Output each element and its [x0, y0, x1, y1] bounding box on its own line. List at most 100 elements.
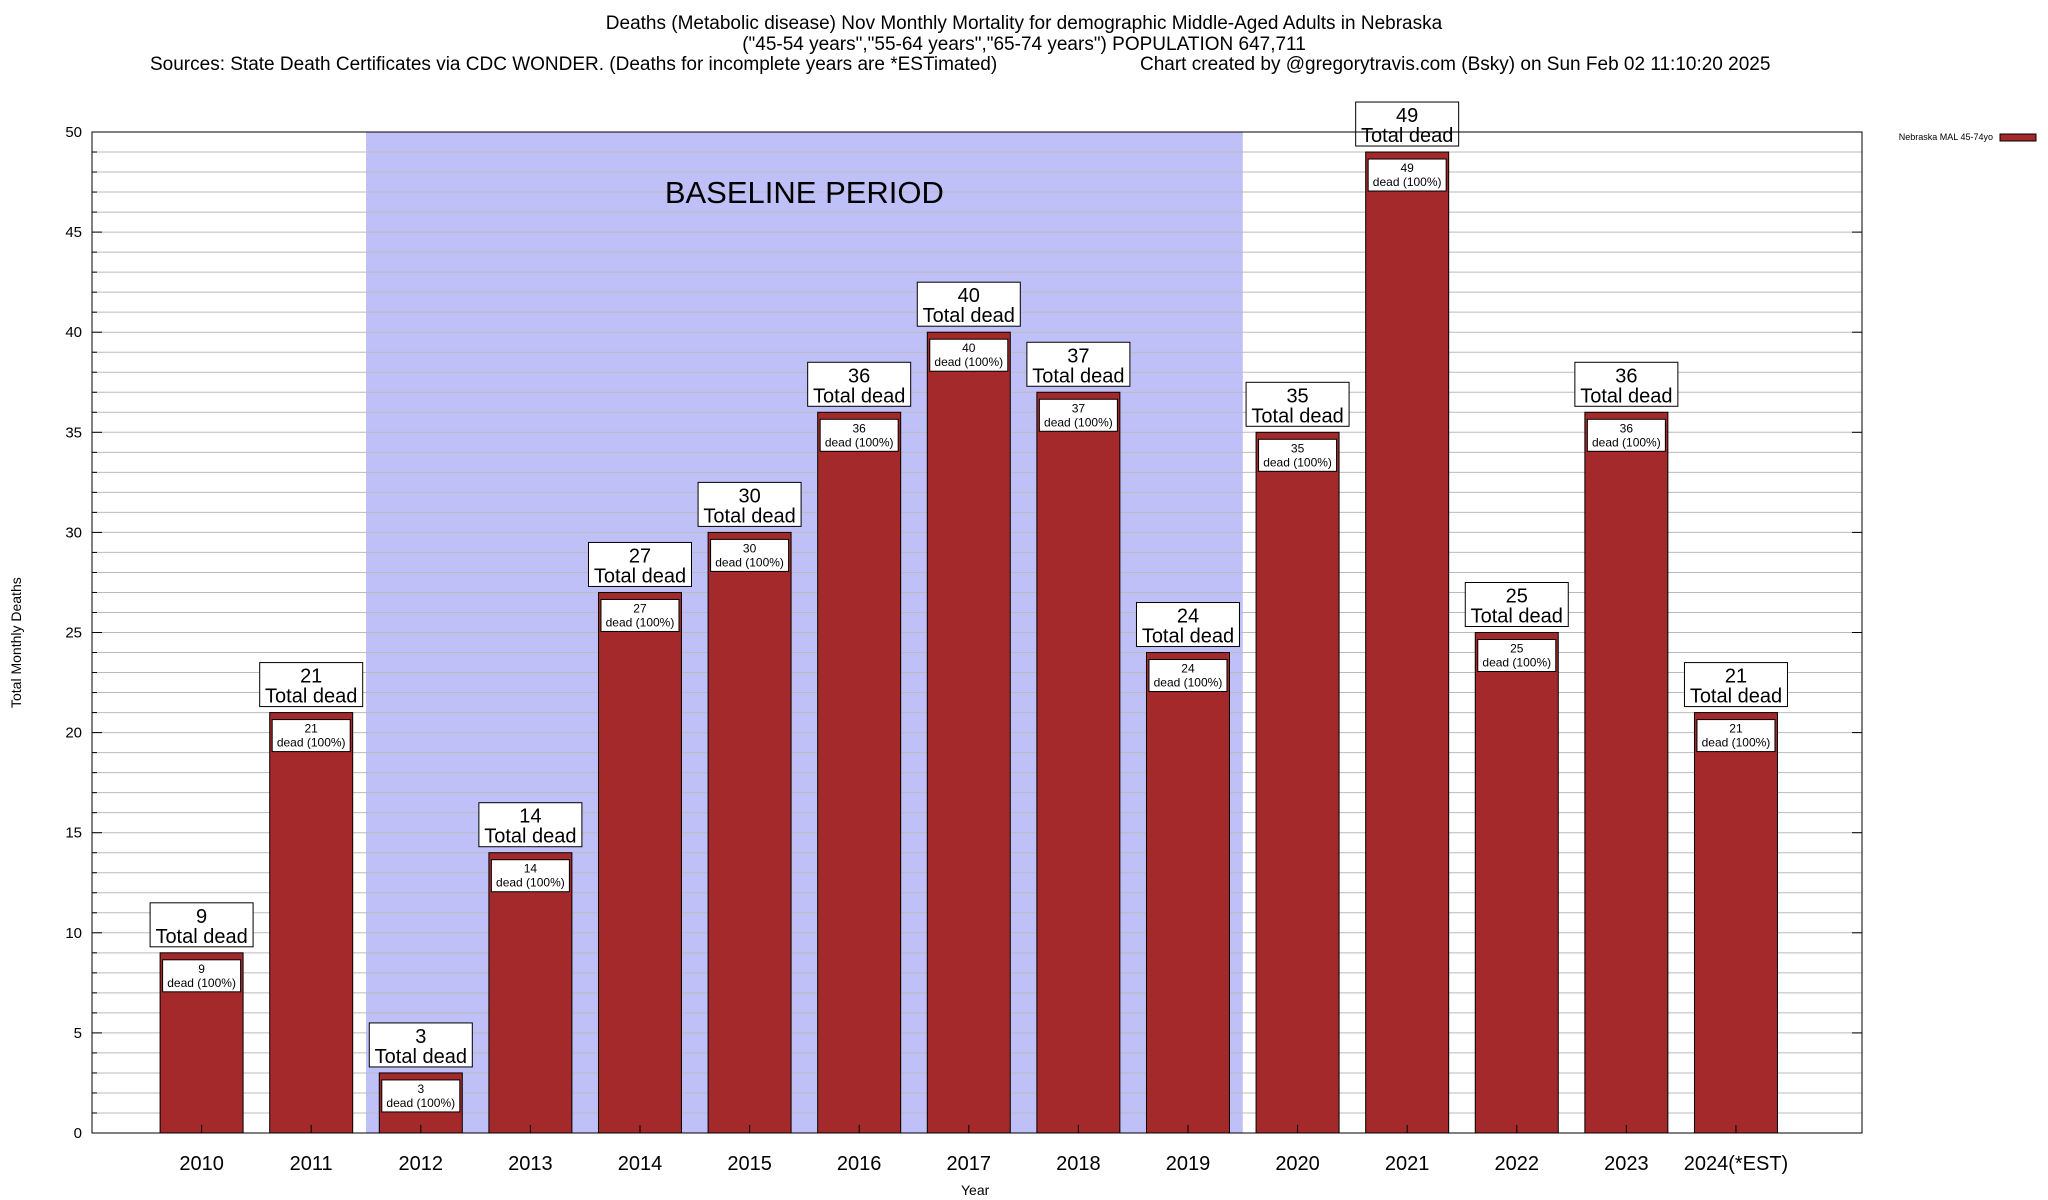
inner-label-text: dead (100%)	[1592, 435, 1661, 449]
top-label-text: Total dead	[484, 826, 576, 848]
bar	[597, 591, 682, 1134]
x-axis-label: Year	[961, 1182, 990, 1198]
x-tick-label: 2022	[1495, 1153, 1540, 1175]
inner-label-value: 24	[1181, 662, 1195, 676]
inner-label-text: dead (100%)	[386, 1096, 455, 1110]
inner-label-value: 21	[1729, 722, 1743, 736]
top-label-text: Total dead	[155, 926, 247, 948]
x-tick-label: 2023	[1604, 1153, 1649, 1175]
top-label-text: Total dead	[594, 565, 686, 587]
inner-label-value: 37	[1072, 401, 1086, 415]
top-label-box	[587, 541, 692, 587]
inner-label-text: dead (100%)	[1044, 415, 1113, 429]
inner-label-text: dead (100%)	[167, 976, 236, 990]
top-label-text: Total dead	[1251, 405, 1343, 427]
bar	[1474, 632, 1559, 1134]
inner-label-text: dead (100%)	[1702, 736, 1771, 750]
x-tick-label: 2011	[290, 1153, 333, 1175]
top-label-value: 9	[196, 906, 207, 928]
inner-label-value: 36	[1620, 421, 1634, 435]
top-label-value: 30	[738, 485, 760, 507]
top-label-value: 35	[1286, 385, 1308, 407]
chart-sources: Sources: State Death Certificates via CD…	[150, 54, 998, 75]
chart-subtitle: ("45-54 years","55-64 years","65-74 year…	[742, 34, 1306, 55]
bar	[817, 411, 902, 1134]
inner-label-text: dead (100%)	[1154, 676, 1223, 690]
top-label-text: Total dead	[1580, 385, 1672, 407]
inner-label-value: 36	[853, 421, 867, 435]
chart-title: Deaths (Metabolic disease) Nov Monthly M…	[605, 13, 1443, 34]
inner-label-box	[1367, 158, 1447, 192]
inner-label-box	[1477, 639, 1557, 672]
top-label-value: 24	[1177, 606, 1199, 628]
top-label-text: Total dead	[1032, 365, 1124, 387]
top-label-box	[1683, 662, 1788, 708]
y-tick-label: 25	[65, 625, 82, 642]
inner-label-box	[162, 959, 242, 993]
top-label-value: 36	[1615, 365, 1637, 387]
inner-label-value: 40	[962, 341, 976, 355]
inner-label-value: 25	[1510, 642, 1524, 656]
y-tick-label: 30	[65, 524, 82, 541]
inner-label-value: 3	[417, 1082, 424, 1096]
inner-label-text: dead (100%)	[1482, 656, 1551, 670]
chart-credit: Chart created by @gregorytravis.com (Bsk…	[1140, 54, 1771, 75]
inner-label-box	[1586, 418, 1666, 452]
bar	[269, 712, 354, 1134]
inner-label-text: dead (100%)	[1263, 455, 1332, 469]
inner-label-text: dead (100%)	[1373, 175, 1442, 189]
y-tick-label: 40	[65, 324, 82, 341]
top-label-text: Total dead	[813, 385, 905, 407]
bar	[1693, 712, 1778, 1134]
baseline-period-label: BASELINE PERIOD	[665, 175, 944, 210]
x-tick-label: 2017	[947, 1153, 992, 1175]
top-label-value: 37	[1067, 345, 1089, 367]
top-label-box	[368, 1022, 473, 1068]
top-label-value: 36	[848, 365, 870, 387]
y-tick-label: 15	[65, 825, 82, 842]
inner-label-box	[1696, 719, 1776, 753]
y-tick-label: 45	[65, 224, 82, 241]
inner-label-text: dead (100%)	[825, 435, 894, 449]
inner-label-box	[381, 1079, 461, 1113]
top-label-value: 21	[300, 666, 322, 688]
bar	[1365, 151, 1450, 1134]
top-label-box	[478, 802, 583, 848]
x-tick-label: 2016	[837, 1153, 882, 1175]
inner-label-text: dead (100%)	[606, 615, 675, 629]
top-label-text: Total dead	[923, 305, 1015, 327]
x-tick-label: 2015	[727, 1153, 772, 1175]
top-label-value: 21	[1725, 666, 1747, 688]
inner-label-value: 9	[198, 962, 205, 976]
bar	[488, 852, 573, 1134]
inner-label-box	[490, 859, 570, 893]
inner-label-box	[819, 418, 899, 452]
x-tick-label: 2010	[179, 1153, 224, 1175]
top-label-text: Total dead	[375, 1046, 467, 1068]
top-label-box	[1026, 341, 1131, 387]
y-tick-label: 20	[65, 725, 82, 742]
top-label-value: 14	[519, 806, 541, 828]
inner-label-box	[600, 598, 680, 632]
inner-label-value: 49	[1400, 161, 1414, 175]
y-tick-label: 35	[65, 424, 82, 441]
inner-label-text: dead (100%)	[934, 355, 1003, 369]
inner-label-value: 21	[305, 722, 319, 736]
x-tick-label: 2024(*EST)	[1684, 1153, 1789, 1175]
x-tick-label: 2013	[508, 1153, 553, 1175]
top-label-value: 40	[958, 285, 980, 307]
x-tick-label: 2018	[1056, 1153, 1101, 1175]
y-tick-label: 0	[74, 1125, 82, 1142]
top-label-box	[259, 662, 364, 708]
top-label-box	[807, 361, 912, 407]
bar	[1584, 411, 1669, 1134]
x-tick-label: 2019	[1166, 1153, 1211, 1175]
top-label-text: Total dead	[1471, 606, 1563, 628]
x-tick-label: 2020	[1275, 1153, 1320, 1175]
inner-label-box	[1258, 438, 1338, 472]
x-tick-label: 2021	[1385, 1153, 1430, 1175]
y-tick-label: 50	[65, 124, 82, 141]
inner-label-value: 35	[1291, 441, 1305, 455]
x-tick-label: 2012	[399, 1153, 444, 1175]
